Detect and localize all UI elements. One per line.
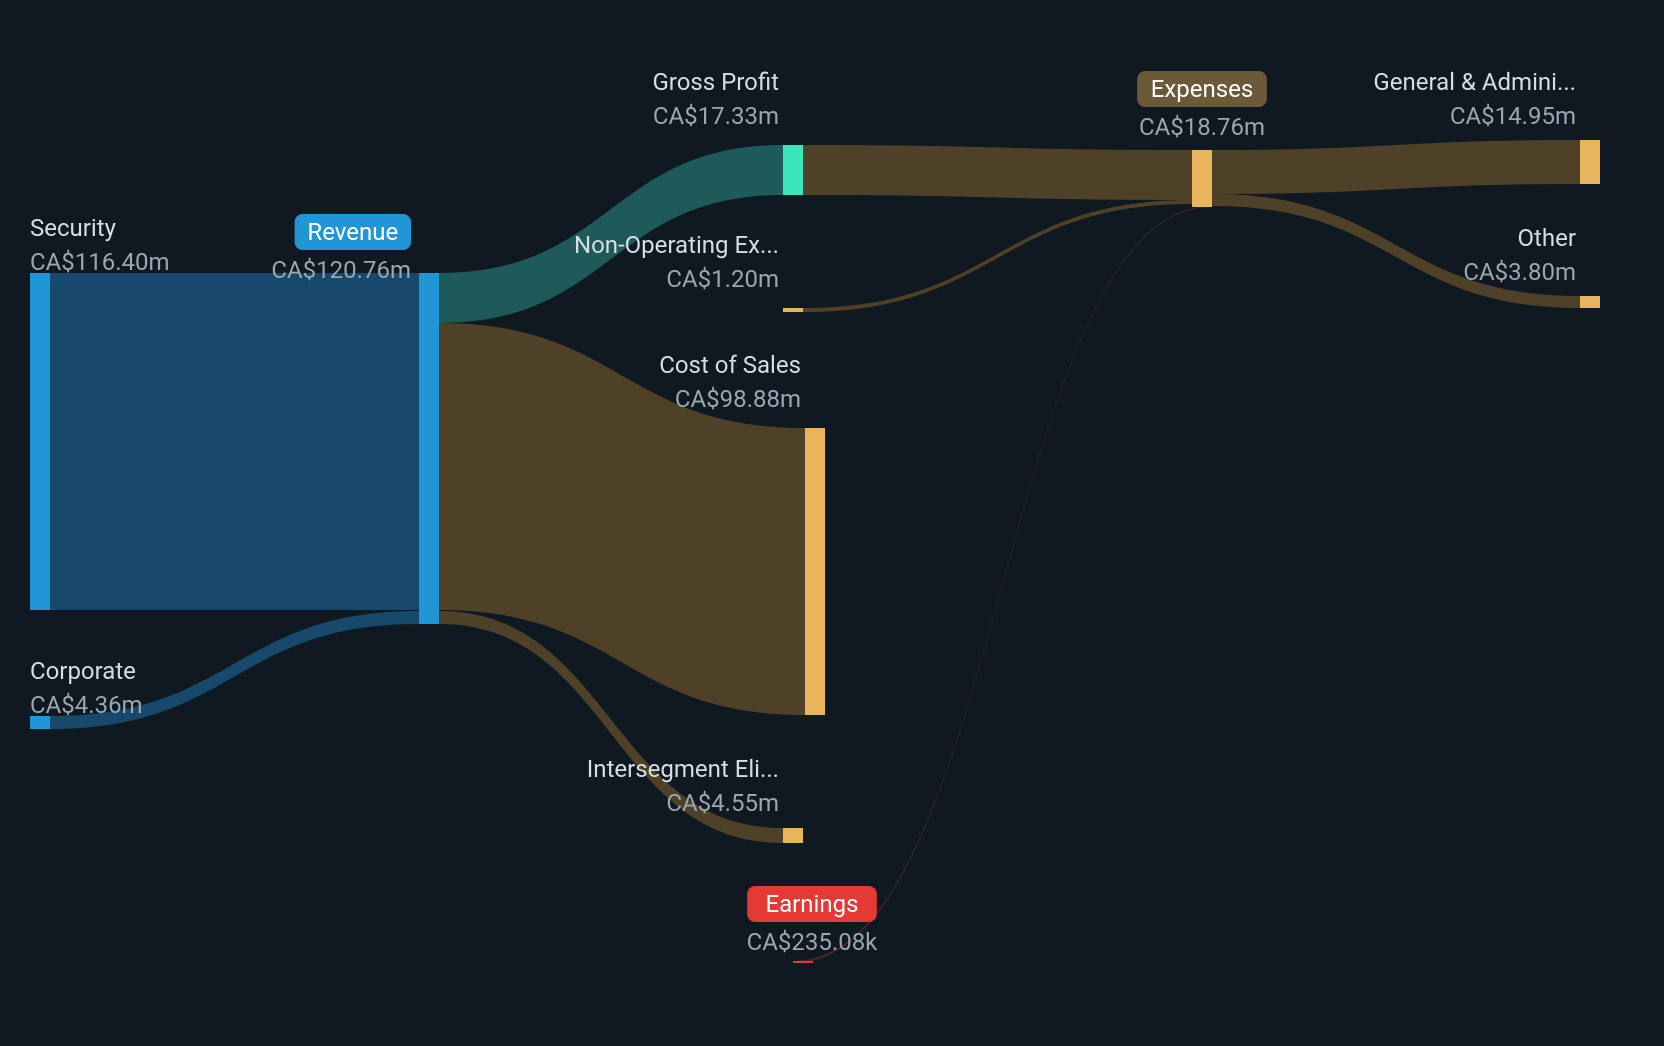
sankey-link-expenses-ga xyxy=(1212,140,1580,194)
label-interseg: Intersegment Eli... CA$4.55m xyxy=(587,755,779,817)
label-title-revenue: Revenue xyxy=(307,218,398,246)
label-value-expenses: CA$18.76m xyxy=(1139,113,1265,141)
sankey-node-earnings xyxy=(793,961,813,963)
label-value-gross: CA$17.33m xyxy=(653,102,779,130)
label-revenue: Revenue CA$120.76m xyxy=(271,214,411,284)
sankey-node-cos xyxy=(805,428,825,715)
label-title-nonop: Non-Operating Ex... xyxy=(574,231,779,259)
sankey-node-other xyxy=(1580,296,1600,308)
label-gross: Gross Profit CA$17.33m xyxy=(652,68,779,130)
label-title-expenses: Expenses xyxy=(1151,75,1254,103)
label-title-corporate: Corporate xyxy=(30,657,136,685)
sankey-link-revenue-cos xyxy=(439,323,805,715)
label-expenses: Expenses CA$18.76m xyxy=(1137,71,1267,141)
sankey-chart: Security CA$116.40m Corporate CA$4.36m Reven… xyxy=(0,0,1664,1046)
label-value-revenue: CA$120.76m xyxy=(271,256,411,284)
label-earnings: Earnings CA$235.08k xyxy=(747,886,879,956)
label-title-interseg: Intersegment Eli... xyxy=(587,755,779,783)
sankey-node-ga xyxy=(1580,140,1600,184)
label-title-cos: Cost of Sales xyxy=(659,351,801,379)
label-value-other: CA$3.80m xyxy=(1463,258,1576,286)
sankey-node-security xyxy=(30,273,50,610)
label-title-ga: General & Admini... xyxy=(1373,68,1576,96)
sankey-link-expenses-earnings xyxy=(793,206,1212,963)
label-value-interseg: CA$4.55m xyxy=(666,789,779,817)
sankey-node-gross xyxy=(783,145,803,195)
label-value-earnings: CA$235.08k xyxy=(747,928,879,956)
label-other: Other CA$3.80m xyxy=(1463,224,1576,286)
label-ga: General & Admini... CA$14.95m xyxy=(1373,68,1576,130)
sankey-link-gross-expenses xyxy=(803,145,1192,200)
sankey-link-nonop-expenses xyxy=(803,200,1192,312)
label-title-security: Security xyxy=(30,214,117,242)
sankey-node-nonop xyxy=(783,308,803,312)
label-cos: Cost of Sales CA$98.88m xyxy=(659,351,801,413)
label-value-nonop: CA$1.20m xyxy=(666,265,779,293)
label-value-ga: CA$14.95m xyxy=(1450,102,1576,130)
label-title-other: Other xyxy=(1518,224,1576,252)
sankey-node-revenue xyxy=(419,273,439,624)
sankey-node-interseg xyxy=(783,828,803,843)
sankey-link-security-revenue xyxy=(50,273,419,610)
label-value-corporate: CA$4.36m xyxy=(30,691,143,719)
label-value-security: CA$116.40m xyxy=(30,248,170,276)
label-title-earnings: Earnings xyxy=(765,890,858,918)
label-security: Security CA$116.40m xyxy=(30,214,170,276)
label-corporate: Corporate CA$4.36m xyxy=(30,657,143,719)
sankey-node-expenses xyxy=(1192,150,1212,207)
label-title-gross: Gross Profit xyxy=(652,68,779,96)
label-value-cos: CA$98.88m xyxy=(675,385,801,413)
